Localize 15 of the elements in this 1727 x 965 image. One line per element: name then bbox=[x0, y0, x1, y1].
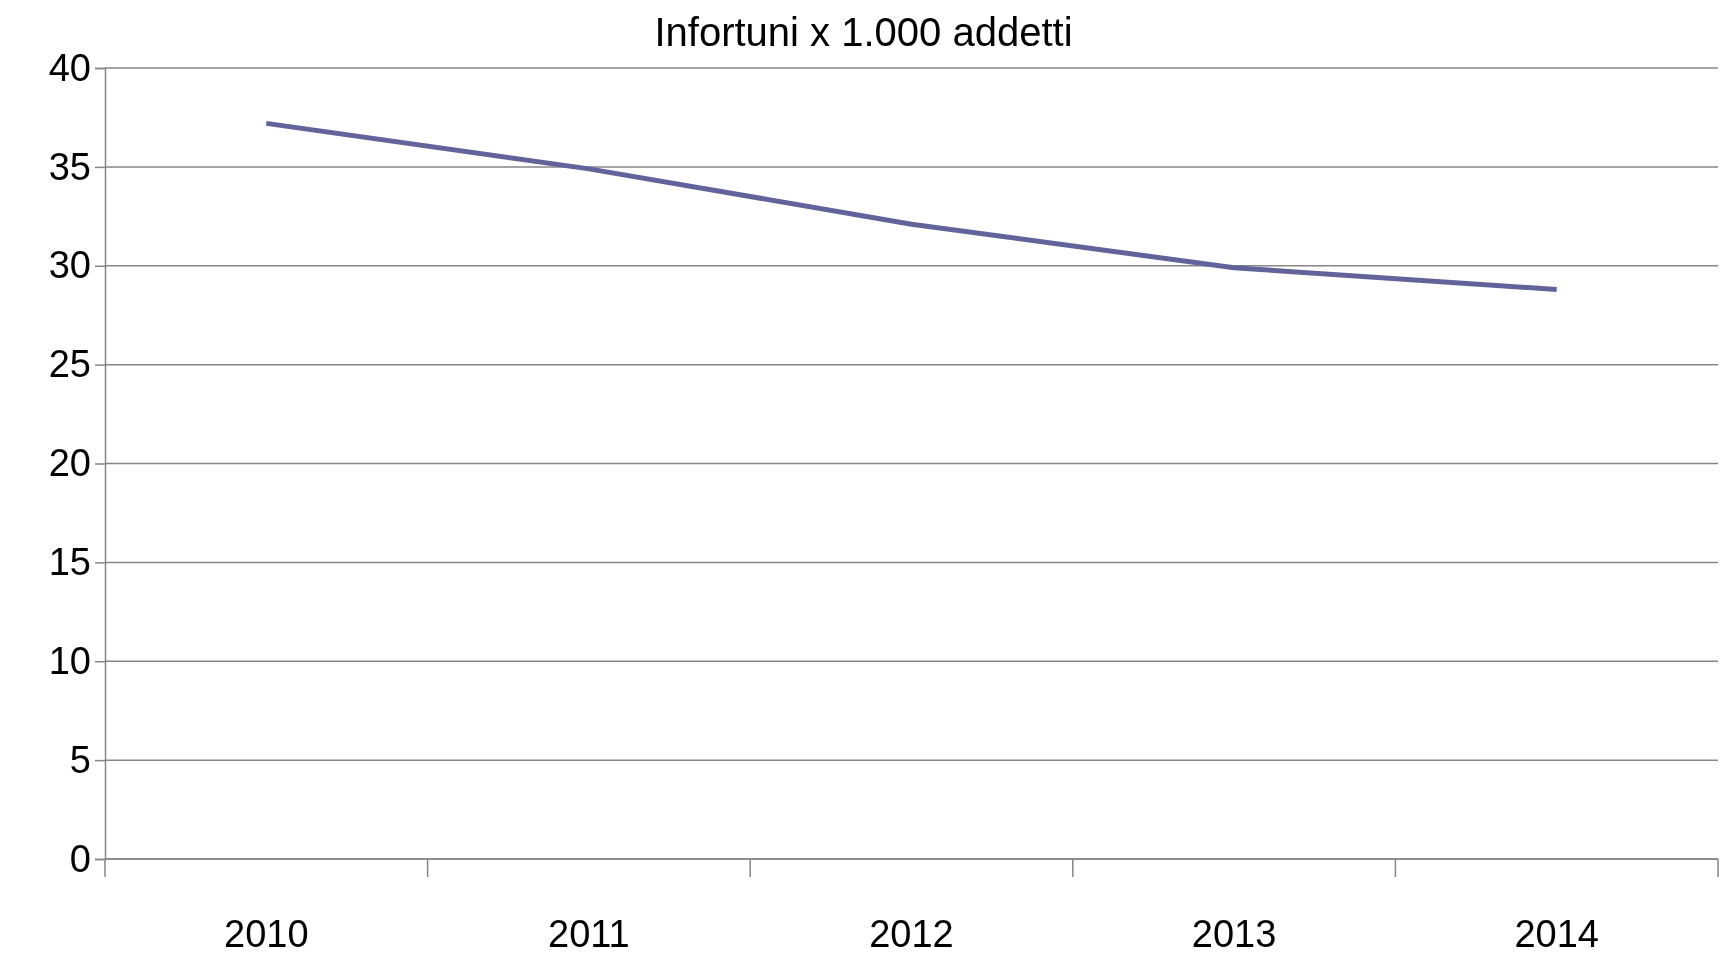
x-tick-label: 2014 bbox=[1514, 913, 1599, 955]
y-tick-label: 0 bbox=[69, 837, 91, 880]
y-tick-label: 25 bbox=[48, 343, 91, 386]
x-tick-label: 2013 bbox=[1191, 913, 1277, 955]
y-tick-label: 35 bbox=[48, 145, 91, 188]
y-tick-label: 5 bbox=[69, 738, 91, 781]
y-tick-label: 40 bbox=[48, 46, 91, 89]
y-tick-label: 30 bbox=[48, 244, 91, 287]
x-tick-label: 2012 bbox=[869, 913, 954, 955]
y-tick-label: 15 bbox=[48, 541, 91, 584]
y-tick-label: 10 bbox=[48, 639, 91, 682]
x-tick-label: 2011 bbox=[548, 913, 630, 955]
x-tick-label: 2010 bbox=[224, 913, 309, 955]
y-tick-label: 20 bbox=[48, 442, 91, 485]
chart-title: Infortuni x 1.000 addetti bbox=[654, 10, 1073, 54]
